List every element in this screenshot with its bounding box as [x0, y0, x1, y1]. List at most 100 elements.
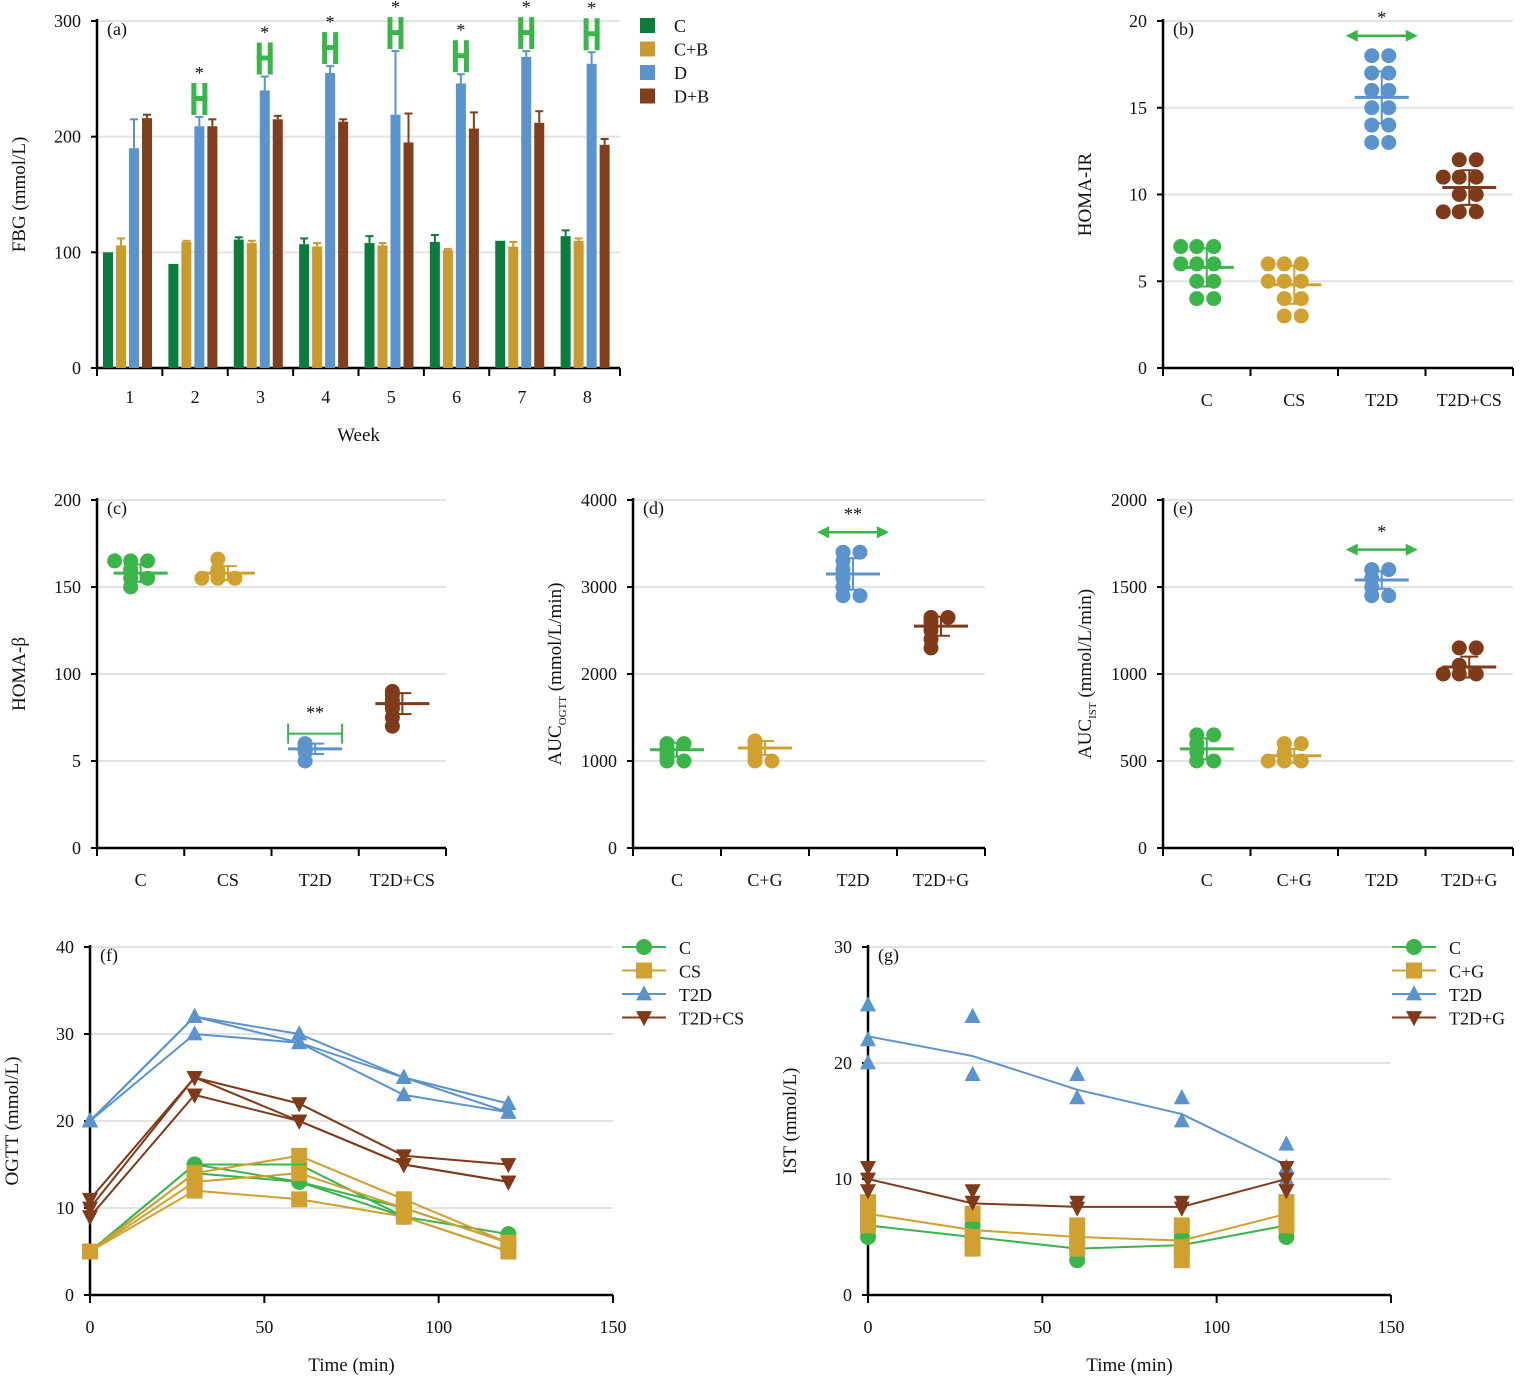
y-tick-label: 200	[54, 490, 81, 510]
data-point-T2D	[852, 588, 868, 604]
bar-C+B-week-7	[508, 246, 519, 368]
bar-D-week-4	[325, 73, 336, 369]
x-tick-label: 50	[255, 1317, 273, 1337]
y-tick-label: 100	[54, 664, 81, 684]
panel-f: 0 10 20 30 40 (f) OGTT (mmol/L) 0 50 100 150 Time (…	[2, 937, 744, 1376]
marker-T2D+G	[1278, 1184, 1295, 1200]
y-tick-label: 1000	[581, 751, 617, 771]
data-point-CS	[1293, 256, 1309, 272]
marker-T2D	[395, 1068, 412, 1084]
data-point-T2D+CS	[1451, 169, 1467, 185]
significance-asterisk: *	[456, 20, 465, 40]
data-point-C	[1206, 239, 1222, 255]
data-point-CS	[1276, 308, 1292, 324]
arrow-left-icon	[1345, 29, 1358, 42]
y-tick-label: 300	[54, 11, 81, 31]
significance-asterisk: *	[195, 63, 204, 83]
significance-asterisk: *	[326, 12, 335, 32]
h-bar	[322, 45, 339, 51]
legend-label: C	[674, 16, 686, 36]
x-tick-label: 150	[1378, 1317, 1405, 1337]
x-tick-label: 100	[1203, 1317, 1230, 1337]
marker-T2D+G	[1278, 1172, 1295, 1188]
marker-T2D+CS	[82, 1210, 98, 1226]
x-tick-label: 8	[583, 387, 592, 407]
marker-C+G	[964, 1205, 981, 1222]
significance-h-marker	[322, 32, 339, 65]
marker-T2D	[860, 996, 876, 1012]
marker-T2D+CS	[186, 1071, 203, 1087]
y-tick-label: 5	[72, 751, 81, 771]
y-tick-label: 1000	[1111, 664, 1147, 684]
legend-label: C	[1449, 938, 1461, 958]
y-axis-label: HOMA-β	[9, 637, 30, 711]
marker-T2D	[1069, 1065, 1086, 1081]
bar-C+B-week-2	[181, 241, 192, 368]
y-axis-label: HOMA-IR	[1075, 152, 1096, 236]
data-point-C	[1189, 291, 1205, 307]
marker-T2D+G	[1173, 1201, 1190, 1217]
x-tick-label: 0	[86, 1317, 95, 1337]
x-tick-label: C+G	[747, 870, 782, 890]
bar-D-week-2	[194, 126, 205, 368]
x-tick-label: C	[1201, 870, 1213, 890]
data-point-T2D	[852, 544, 868, 560]
legend-label: C+G	[1449, 962, 1484, 982]
bar-D+B-week-7	[534, 122, 545, 368]
marker-T2D+G	[860, 1161, 876, 1177]
data-point-CS	[1276, 256, 1292, 272]
x-tick-label: 2	[191, 387, 200, 407]
marker-CS	[82, 1243, 98, 1260]
data-point-T2D+CS	[1468, 169, 1484, 185]
bar-C-week-7	[495, 240, 506, 368]
legend-label: CS	[679, 962, 701, 982]
significance-asterisk: **	[844, 504, 862, 524]
marker-T2D	[1278, 1135, 1295, 1151]
bar-D-week-5	[390, 114, 401, 368]
data-point-C	[1189, 753, 1205, 769]
y-tick-label: 30	[56, 1024, 74, 1044]
marker-T2D	[964, 1065, 981, 1081]
data-point-T2D+CS	[1451, 152, 1467, 168]
marker-T2D	[964, 1007, 981, 1023]
h-bar	[452, 53, 469, 59]
significance-asterisk: **	[306, 703, 324, 723]
legend-swatch	[640, 65, 655, 80]
bar-C-week-4	[299, 244, 310, 368]
x-axis-label: Week	[337, 425, 380, 446]
x-tick-label: C	[135, 870, 147, 890]
y-axis-label: IST (mmol/L)	[780, 1068, 801, 1175]
data-point-T2D	[1381, 134, 1397, 150]
data-point-T2D+CS	[1451, 204, 1467, 220]
y-tick-label: 15	[1129, 98, 1147, 118]
panel-label: (e)	[1173, 498, 1193, 519]
x-axis-label: Time (min)	[1086, 1355, 1172, 1376]
y-axis-label-main: AUC	[1075, 719, 1096, 759]
marker-C+G	[1173, 1252, 1190, 1269]
data-point-CS	[1276, 273, 1292, 289]
marker-T2D+CS	[186, 1088, 203, 1104]
data-point-T2D+G	[1451, 666, 1467, 682]
legend-marker	[636, 1011, 652, 1027]
y-tick-label: 150	[54, 577, 81, 597]
x-tick-label: C+G	[1277, 870, 1312, 890]
data-point-C	[1189, 273, 1205, 289]
bar-C+B-week-1	[116, 245, 126, 368]
marker-C+G	[1278, 1217, 1295, 1234]
data-point-T2D	[1364, 588, 1380, 604]
legend-marker	[1406, 1011, 1422, 1027]
x-tick-label: 7	[517, 387, 526, 407]
panel-e: 0 500 1000 1500 2000 (e) AUCIST (mmol/L/min) C C…	[1075, 490, 1514, 890]
data-point-CS	[1293, 308, 1309, 324]
data-point-T2D	[1364, 100, 1380, 116]
y-tick-label: 200	[54, 127, 81, 147]
marker-T2D	[291, 1033, 308, 1050]
y-axis-label-sub: IST	[1087, 702, 1099, 719]
panel-a: 0 100 200 300 (a) FBG (mmol/L) 1 2 * 3 * 4 * 5 * 6 * 7 * 8 *…	[9, 0, 709, 446]
x-tick-label: CS	[1283, 390, 1305, 410]
data-point-T2D+G	[1468, 640, 1484, 656]
y-tick-label: 5	[1138, 271, 1147, 291]
y-tick-label: 100	[54, 242, 81, 262]
data-point-T2D+CS	[1468, 204, 1484, 220]
marker-CS	[291, 1191, 308, 1208]
